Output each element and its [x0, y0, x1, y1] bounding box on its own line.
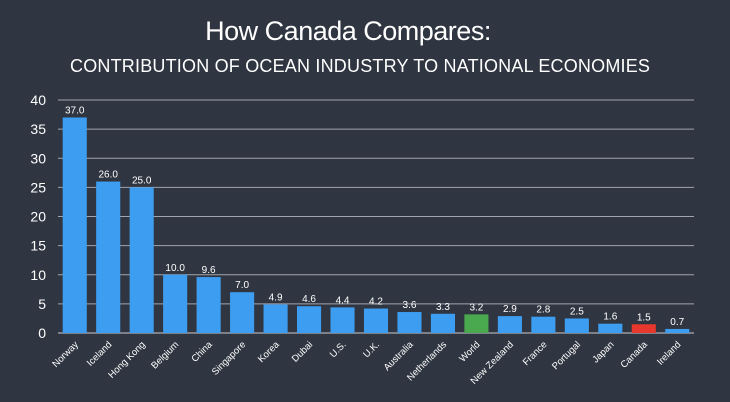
- category-label: Korea: [256, 339, 282, 365]
- chart-subtitle: CONTRIBUTION OF OCEAN INDUSTRY TO NATION…: [70, 56, 651, 76]
- category-label: Norway: [50, 339, 81, 370]
- bar: [531, 316, 556, 333]
- category-label: World: [457, 339, 482, 364]
- bar: [297, 306, 322, 333]
- bar: [464, 314, 489, 333]
- category-label: China: [189, 339, 215, 365]
- category-label: Portugal: [550, 339, 583, 372]
- bar: [430, 313, 455, 333]
- bar-value-label: 3.3: [436, 302, 450, 313]
- category-label: Iceland: [85, 339, 114, 368]
- category-label: Japan: [590, 339, 616, 365]
- chart-title: How Canada Compares:: [205, 16, 491, 46]
- bar: [129, 187, 154, 333]
- category-label: Ireland: [655, 339, 683, 367]
- y-tick-label: 0: [38, 325, 46, 341]
- bar: [330, 307, 355, 333]
- bar-value-label: 3.2: [469, 302, 483, 313]
- bar: [163, 274, 188, 333]
- y-tick-label: 5: [38, 296, 46, 312]
- bar-value-label: 2.5: [570, 306, 584, 317]
- y-tick-label: 10: [30, 267, 46, 283]
- bar-value-label: 4.2: [369, 297, 383, 308]
- category-label: Singapore: [210, 339, 248, 377]
- y-tick-label: 40: [30, 92, 46, 108]
- bar: [62, 117, 87, 333]
- bar: [96, 181, 121, 333]
- bar-value-label: 10.0: [165, 263, 185, 274]
- bar: [397, 312, 422, 333]
- bar-value-label: 0.7: [670, 317, 684, 328]
- bar: [196, 277, 221, 333]
- bar-value-label: 9.6: [202, 265, 216, 276]
- category-label: Australia: [382, 339, 416, 373]
- category-label: U.S.: [328, 339, 349, 360]
- bar: [230, 292, 255, 333]
- bar-value-label: 1.5: [637, 312, 651, 323]
- bar-value-label: 4.9: [269, 292, 283, 303]
- y-tick-label: 20: [30, 209, 46, 225]
- bar: [263, 304, 288, 333]
- y-tick-label: 15: [30, 238, 46, 254]
- bar: [665, 328, 690, 333]
- bar: [598, 323, 623, 333]
- bar-value-label: 2.9: [503, 304, 517, 315]
- bar-value-label: 37.0: [65, 105, 85, 116]
- bar-value-label: 4.6: [302, 294, 316, 305]
- bar: [564, 318, 589, 333]
- y-tick-label: 25: [30, 179, 46, 195]
- y-tick-label: 30: [30, 150, 46, 166]
- bar-value-label: 3.6: [403, 300, 417, 311]
- bar-value-label: 2.8: [536, 305, 550, 316]
- y-tick-label: 35: [30, 121, 46, 137]
- bar-value-label: 25.0: [132, 175, 152, 186]
- bar: [363, 308, 389, 333]
- category-label: U.K.: [361, 339, 382, 360]
- category-label: Canada: [619, 339, 651, 371]
- category-label: France: [521, 339, 550, 368]
- bar-value-label: 1.6: [603, 312, 617, 323]
- bar-value-label: 7.0: [235, 280, 249, 291]
- bar-value-label: 4.4: [336, 295, 350, 306]
- bar: [631, 324, 656, 333]
- category-label: Dubai: [290, 339, 315, 364]
- bar-value-label: 26.0: [98, 170, 118, 181]
- bar: [497, 316, 522, 333]
- category-label: Belgium: [149, 339, 181, 371]
